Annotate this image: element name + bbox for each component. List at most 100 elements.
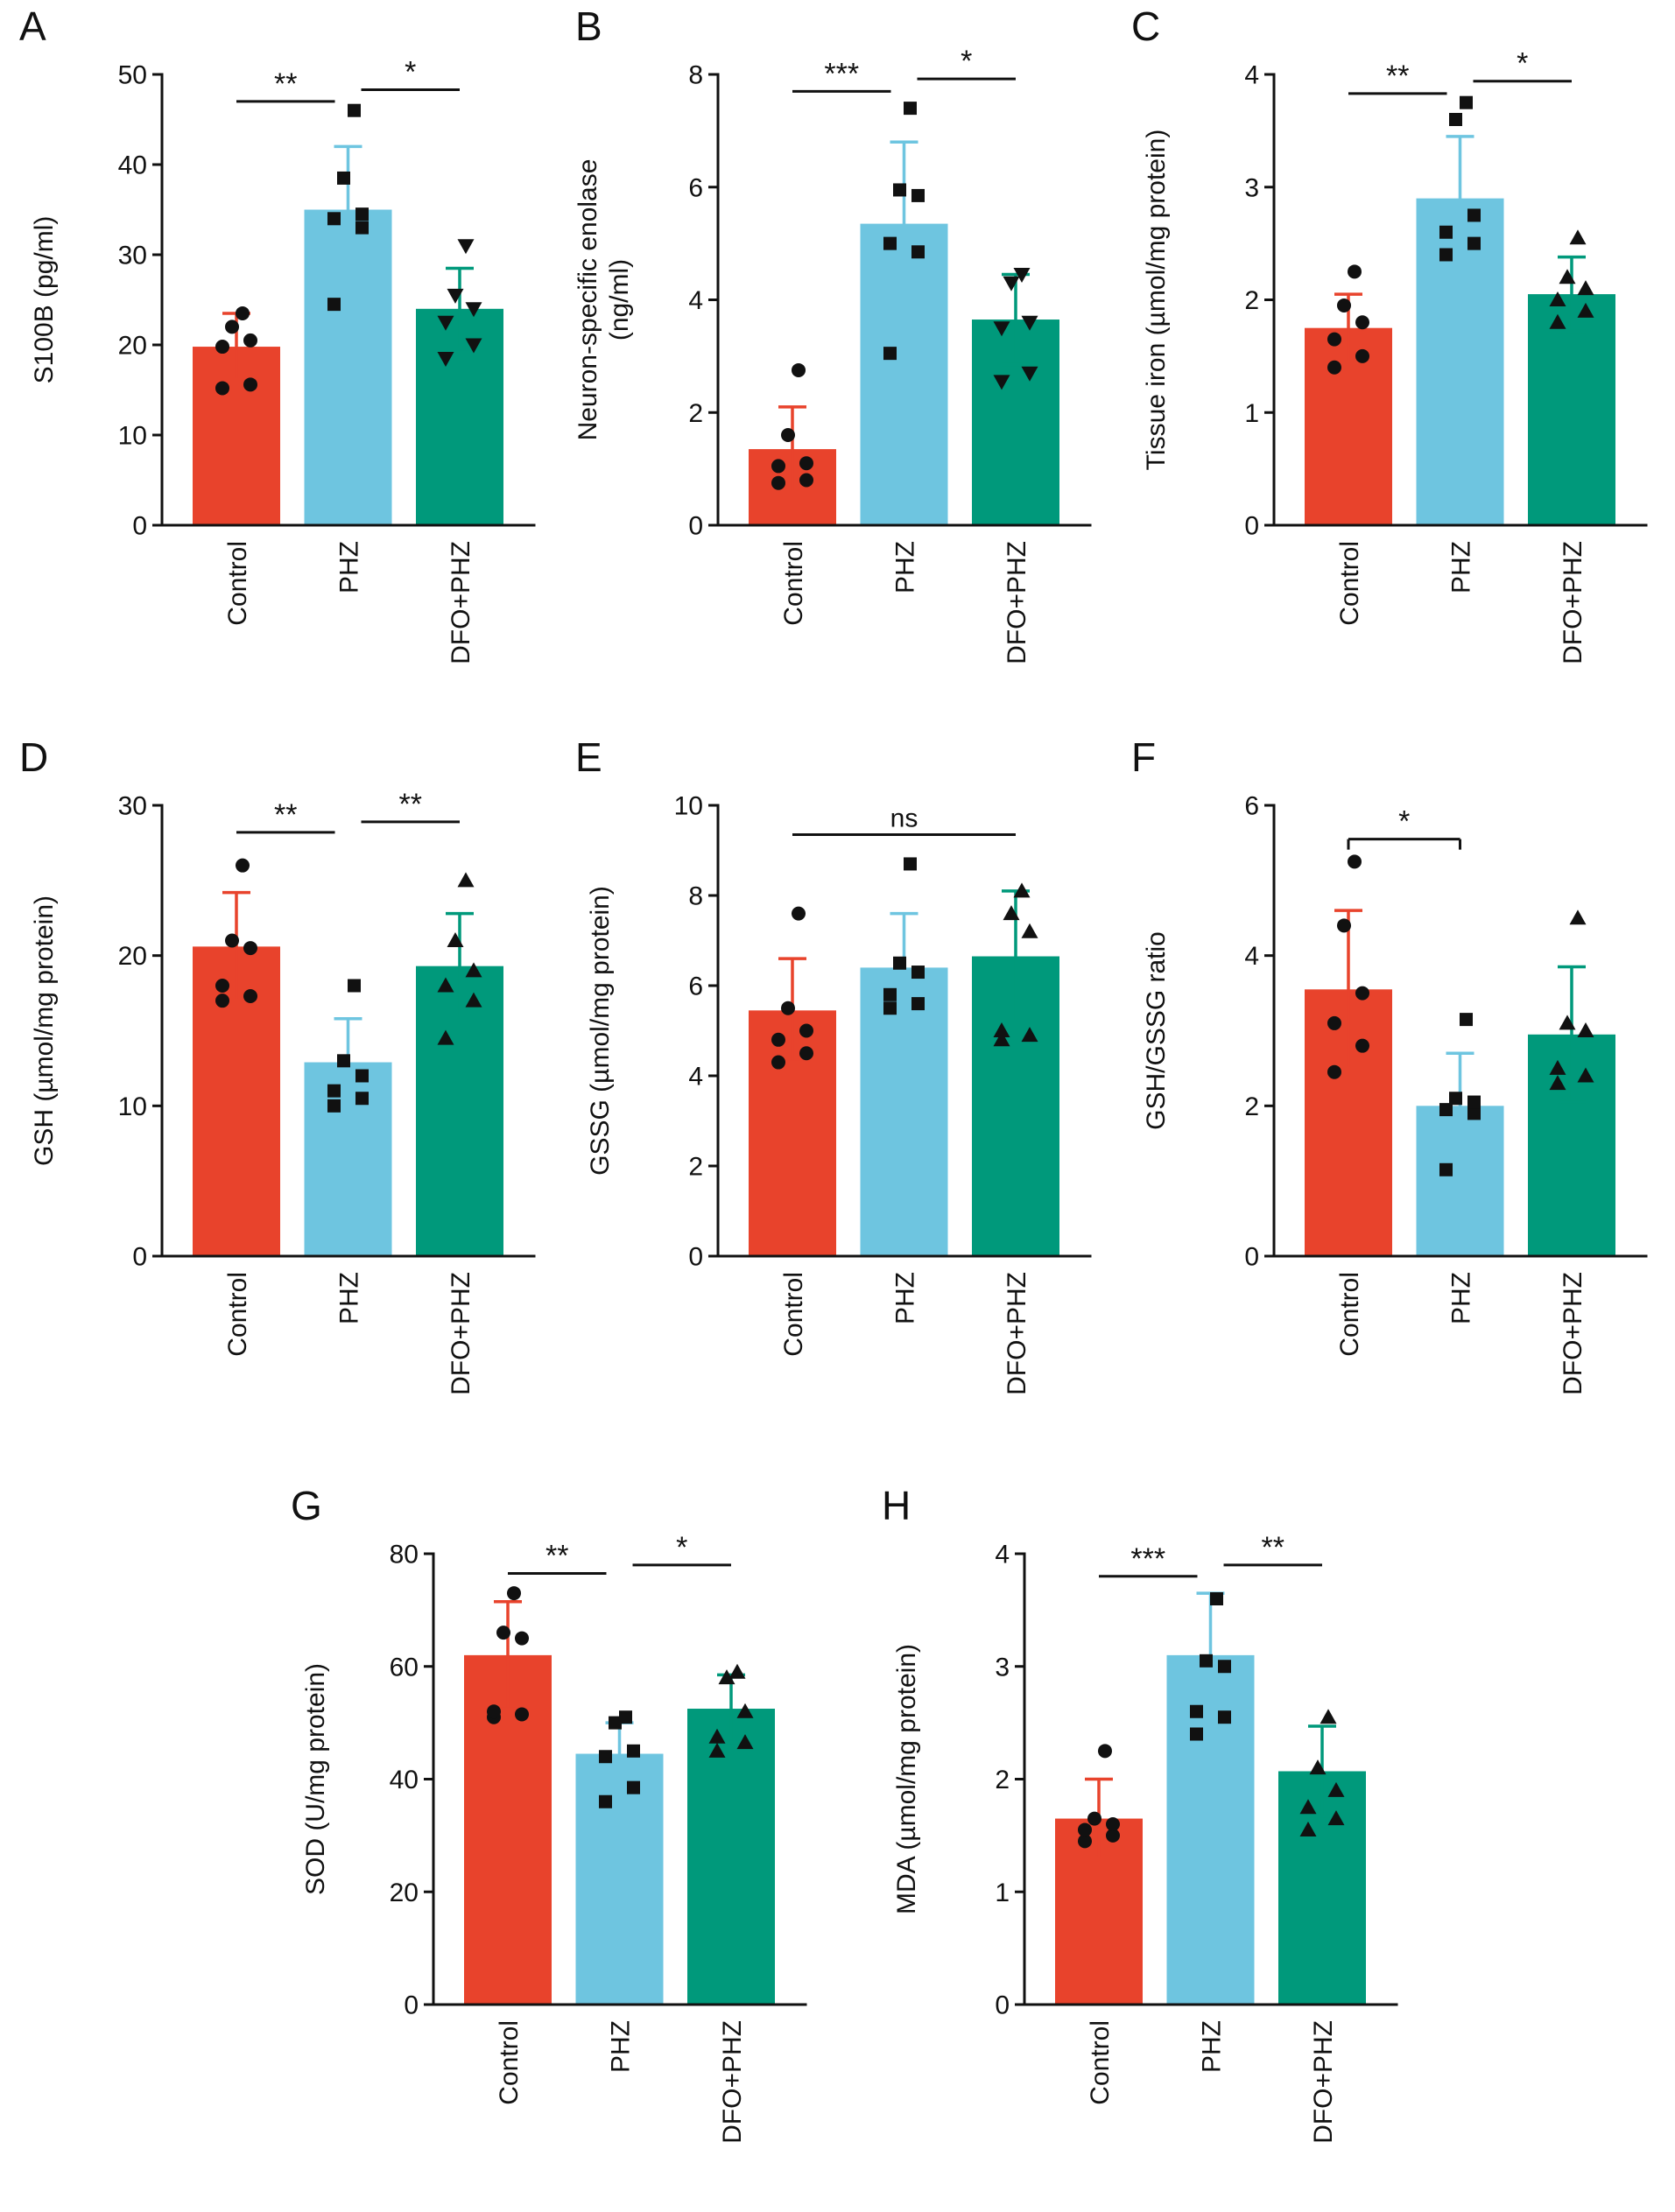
x-category-label: Control	[223, 541, 252, 626]
data-point	[1327, 1810, 1345, 1826]
data-point	[1467, 1106, 1481, 1120]
data-point	[1087, 1811, 1101, 1826]
data-point	[627, 1780, 640, 1794]
y-tick-label: 0	[688, 512, 703, 541]
x-category-label: DFO+PHZ	[1003, 541, 1031, 664]
data-point	[447, 932, 464, 947]
data-point	[327, 212, 341, 226]
scatter-points	[215, 305, 257, 396]
x-category-label: DFO+PHZ	[1559, 541, 1587, 664]
data-point	[781, 1001, 795, 1015]
y-tick-label: 20	[118, 942, 147, 971]
data-point	[883, 347, 897, 361]
scatter-points	[883, 102, 925, 361]
data-point	[1327, 332, 1341, 347]
data-point	[327, 1084, 341, 1098]
panel-letter: C	[1131, 4, 1160, 49]
data-point	[1449, 1092, 1462, 1106]
data-point	[355, 1092, 369, 1106]
y-axis-title: GSH (µmol/mg protein)	[30, 895, 59, 1166]
significance-label: *	[405, 56, 416, 89]
scatter-points	[215, 858, 257, 1008]
y-tick-label: 0	[404, 1991, 419, 2020]
data-point	[993, 375, 1010, 390]
significance-label: **	[399, 788, 422, 821]
y-tick-label: 0	[1244, 1243, 1259, 1272]
data-point	[1106, 1828, 1120, 1843]
panel-chart-svg: F GSH/GSSG ratio * 0 2 4 6 Control PHZ DFO+PHZ	[1131, 734, 1648, 1395]
panel-letter: E	[575, 734, 602, 780]
data-point	[1348, 264, 1362, 279]
data-point	[993, 1031, 1010, 1047]
x-category-label: Control	[1086, 2020, 1115, 2105]
x-category-label: DFO+PHZ	[447, 541, 475, 664]
data-point	[708, 1742, 726, 1758]
data-point	[771, 1032, 785, 1047]
x-category-label: Control	[1335, 1272, 1364, 1357]
data-point	[1218, 1710, 1231, 1724]
data-point	[599, 1794, 612, 1808]
data-point	[1355, 986, 1369, 1001]
x-category-label: Control	[495, 2020, 524, 2105]
data-point	[736, 1734, 754, 1750]
x-category-label: DFO+PHZ	[1309, 2020, 1338, 2144]
y-tick-label: 0	[132, 512, 147, 541]
scatter-points	[993, 882, 1038, 1047]
y-tick-label: 0	[688, 1243, 703, 1272]
y-tick-label: 30	[118, 242, 147, 270]
data-point	[1460, 1013, 1473, 1027]
error-bar	[1558, 255, 1586, 334]
data-point	[609, 1716, 622, 1730]
panel-E: E GSSG (µmol/mg protein) ns 0 2 4 6 8 10 Control P…	[574, 731, 1116, 1457]
scatter-points	[1439, 1013, 1481, 1176]
y-tick-label: 6	[688, 973, 703, 1001]
x-category-label: DFO+PHZ	[447, 1272, 475, 1395]
data-point	[1309, 1759, 1327, 1775]
data-point	[1549, 1059, 1566, 1075]
data-point	[1190, 1727, 1203, 1741]
significance-label: **	[1262, 1531, 1284, 1564]
data-point	[883, 236, 897, 250]
significance-label: *	[961, 45, 972, 78]
data-point	[465, 992, 482, 1008]
axes	[160, 73, 536, 527]
y-axis-title: Neuron-specific enolase	[574, 159, 602, 441]
data-point	[1078, 1822, 1092, 1837]
y-tick-label: 0	[132, 1243, 147, 1272]
y-tick-label: 50	[118, 61, 147, 90]
panel-B: B Neuron-specific enolase (ng/ml) *** * 0 2 4 6 8…	[574, 0, 1116, 727]
data-point	[507, 1586, 521, 1601]
scatter-points	[1078, 1744, 1120, 1849]
error-bar	[1446, 1051, 1474, 1161]
data-point	[515, 1631, 529, 1646]
data-point	[1439, 1162, 1453, 1176]
scatter-points	[327, 979, 369, 1113]
data-point	[1348, 854, 1362, 869]
y-tick-label: 4	[995, 1541, 1010, 1569]
data-point	[911, 245, 925, 259]
x-category-label: DFO+PHZ	[718, 2020, 747, 2144]
panel-D: D GSH (µmol/mg protein) ** ** 0 10 20 30 Control…	[18, 731, 560, 1457]
data-point	[799, 1046, 813, 1061]
data-point	[327, 298, 341, 312]
data-point	[1460, 95, 1473, 109]
error-bar	[446, 911, 474, 1021]
data-point	[619, 1710, 632, 1724]
data-point	[215, 979, 229, 993]
data-point	[718, 1669, 735, 1685]
scatter-points	[1327, 264, 1369, 375]
data-point	[1021, 366, 1038, 382]
data-point	[1549, 313, 1566, 329]
x-category-label: PHZ	[1198, 2020, 1227, 2073]
data-point	[799, 1023, 813, 1038]
data-point	[243, 941, 257, 956]
data-point	[515, 1707, 529, 1722]
y-tick-label: 3	[995, 1653, 1010, 1682]
data-point	[437, 315, 454, 331]
data-point	[1003, 276, 1020, 291]
y-tick-label: 1	[995, 1878, 1010, 1907]
scatter-points	[1299, 1709, 1345, 1836]
